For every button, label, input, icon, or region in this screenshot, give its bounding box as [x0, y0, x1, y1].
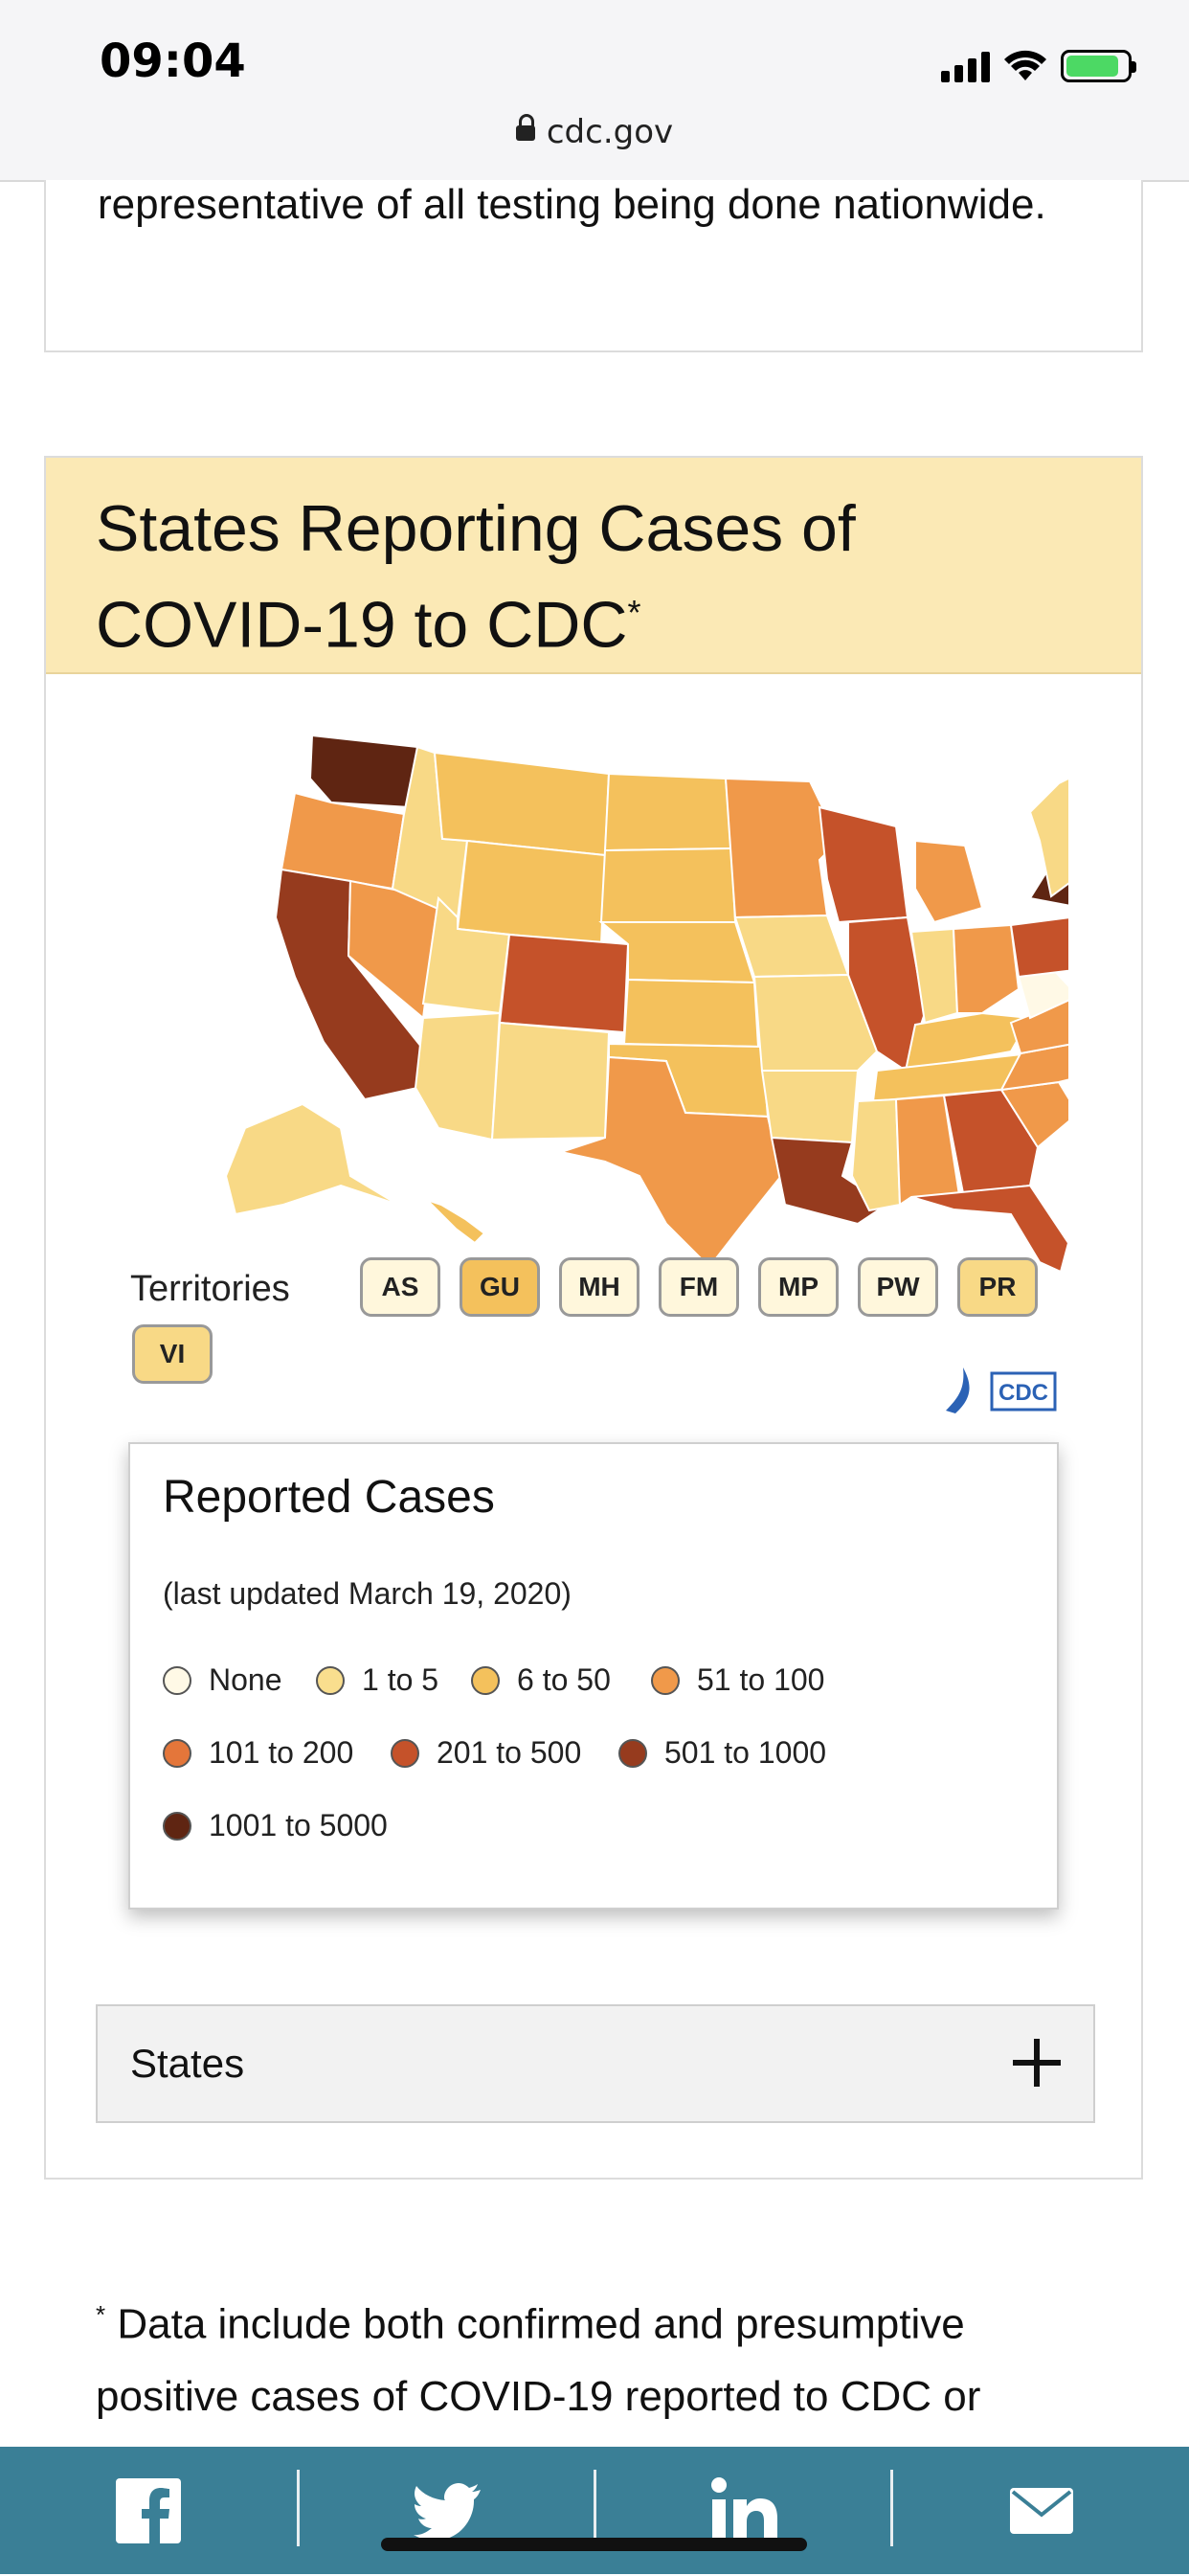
state-michigan — [914, 839, 984, 924]
url-text: cdc.gov — [546, 113, 674, 151]
us-cases-map[interactable] — [188, 726, 1068, 1272]
state-alaska — [224, 1102, 399, 1216]
twitter-icon — [414, 2482, 481, 2540]
territories-label: Territories — [130, 1269, 290, 1309]
title-footnote-mark: * — [627, 593, 641, 632]
email-share-button[interactable] — [893, 2447, 1189, 2574]
legend-item: 201 to 500 — [391, 1735, 581, 1771]
legend-title: Reported Cases — [163, 1472, 495, 1523]
legend-swatch — [163, 1811, 191, 1841]
legend-item: 6 to 50 — [471, 1662, 611, 1698]
legend-item: 101 to 200 — [163, 1735, 353, 1771]
state-wisconsin — [818, 805, 909, 924]
state-wyoming — [456, 839, 607, 946]
footnote-mark: * — [96, 2300, 106, 2329]
state-mississippi — [850, 1097, 902, 1212]
legend-item: None — [163, 1662, 282, 1698]
share-bar — [0, 2447, 1189, 2574]
legend-item: 1 to 5 — [316, 1662, 438, 1698]
state-new-england — [1028, 777, 1068, 898]
state-colorado — [498, 933, 630, 1034]
lock-icon — [515, 114, 535, 141]
state-pennsylvania — [1009, 916, 1068, 979]
system-icons — [941, 44, 1136, 82]
divider — [297, 2470, 300, 2546]
territory-button[interactable]: MP — [758, 1257, 839, 1317]
territory-button[interactable]: PR — [957, 1257, 1038, 1317]
cases-card: States Reporting Cases of COVID-19 to CD… — [44, 456, 1143, 2180]
state-arkansas — [760, 1070, 860, 1144]
state-kansas — [622, 978, 760, 1049]
plus-icon[interactable] — [1013, 2039, 1061, 2087]
legend-swatch — [618, 1738, 647, 1768]
states-accordion[interactable]: States — [96, 2004, 1095, 2123]
state-north-carolina — [999, 1043, 1068, 1092]
divider — [890, 2470, 893, 2546]
email-icon — [1009, 2487, 1073, 2534]
intro-text: representative of all testing being done… — [98, 181, 1046, 228]
twitter-share-button[interactable] — [300, 2447, 596, 2574]
battery-icon — [1061, 50, 1136, 82]
state-iowa — [733, 914, 850, 979]
territory-button[interactable]: PW — [858, 1257, 938, 1317]
territory-button[interactable]: GU — [460, 1257, 540, 1317]
linkedin-icon — [711, 2476, 777, 2543]
legend-swatch — [471, 1665, 500, 1695]
wifi-icon — [1004, 50, 1046, 80]
previous-card: representative of all testing being done… — [44, 180, 1143, 352]
legend-item: 1001 to 5000 — [163, 1808, 388, 1843]
legend-swatch — [163, 1665, 191, 1695]
state-north-dakota — [603, 772, 733, 852]
address-bar[interactable]: cdc.gov — [0, 113, 1189, 151]
card-header: States Reporting Cases of COVID-19 to CD… — [46, 458, 1141, 674]
legend-box: Reported Cases (last updated March 19, 2… — [128, 1442, 1059, 1909]
legend-item: 51 to 100 — [651, 1662, 824, 1698]
legend-item: 501 to 1000 — [618, 1735, 826, 1771]
territory-button[interactable]: FM — [659, 1257, 739, 1317]
state-ohio — [952, 923, 1021, 1014]
state-georgia — [942, 1088, 1040, 1195]
legend-swatch — [391, 1738, 419, 1768]
state-arizona — [414, 1011, 502, 1141]
state-missouri — [752, 973, 879, 1072]
divider — [594, 2470, 596, 2546]
linkedin-share-button[interactable] — [596, 2447, 893, 2574]
states-accordion-label: States — [130, 2041, 245, 2086]
state-south-dakota — [599, 847, 737, 923]
state-montana — [433, 751, 611, 857]
home-indicator[interactable] — [381, 2538, 807, 2551]
legend-swatch — [163, 1738, 191, 1768]
state-washington — [308, 734, 419, 809]
territory-button[interactable]: VI — [132, 1324, 213, 1384]
facebook-icon — [116, 2477, 181, 2543]
legend-swatch — [651, 1665, 680, 1695]
status-bar: 09:04 cdc.gov — [0, 0, 1189, 182]
cellular-signal-icon — [941, 50, 990, 82]
state-hawaii — [426, 1199, 486, 1245]
clock: 09:04 — [100, 34, 246, 88]
card-title: States Reporting Cases of COVID-19 to CD… — [96, 492, 856, 662]
state-minnesota — [724, 777, 841, 919]
territory-button[interactable]: AS — [360, 1257, 440, 1317]
cdc-logo: CDC — [946, 1367, 1057, 1413]
cdc-logo-text: CDC — [998, 1380, 1048, 1406]
legend-swatch — [316, 1665, 345, 1695]
state-new-mexico — [490, 1021, 611, 1141]
state-florida — [910, 1184, 1068, 1272]
territory-button[interactable]: MH — [559, 1257, 639, 1317]
last-updated: (last updated March 19, 2020) — [163, 1576, 572, 1611]
facebook-share-button[interactable] — [0, 2447, 297, 2574]
